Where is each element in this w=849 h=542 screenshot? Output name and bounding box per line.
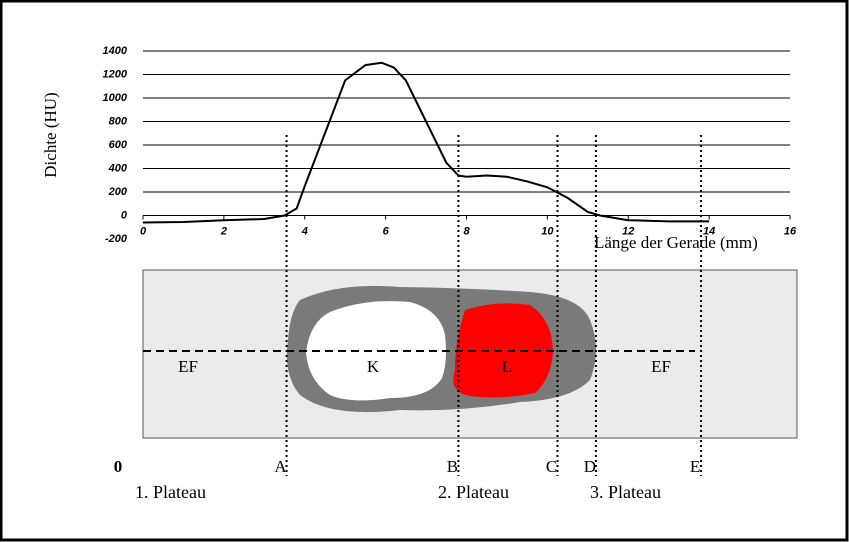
plateau-label: 1. Plateau xyxy=(135,482,206,502)
x-tick-label: 0 xyxy=(140,225,147,237)
y-tick-label: 400 xyxy=(108,162,128,174)
y-tick-label: 600 xyxy=(109,139,128,151)
x-tick-label: 10 xyxy=(541,225,554,237)
x-tick-label: 2 xyxy=(220,225,227,237)
x-tick-label: 16 xyxy=(784,225,797,237)
y-tick-label: 200 xyxy=(108,186,128,198)
x-tick-label: 6 xyxy=(383,225,390,237)
region-label: K xyxy=(367,357,380,376)
marker-label: C xyxy=(546,457,557,476)
x-tick-label: 4 xyxy=(301,225,308,237)
y-tick-label: 0 xyxy=(121,209,128,221)
y-tick-label: 800 xyxy=(109,115,128,127)
x-tick-label: 14 xyxy=(703,225,715,237)
plateau-label: 3. Plateau xyxy=(590,482,661,502)
region-label: EF xyxy=(178,357,198,376)
y-tick-label: 1200 xyxy=(103,68,128,80)
marker-label: D xyxy=(584,457,596,476)
y-tick-label: -200 xyxy=(105,233,128,245)
chart: EF K L EF 0 1. Plateau 2. Plateau 3. Pla… xyxy=(0,0,849,542)
marker-label: E xyxy=(690,457,700,476)
plateau-label: 2. Plateau xyxy=(438,482,509,502)
page: EF K L EF 0 1. Plateau 2. Plateau 3. Pla… xyxy=(0,0,849,542)
y-tick-label: 1400 xyxy=(103,45,128,57)
region-label: EF xyxy=(651,357,671,376)
region-label: L xyxy=(502,357,512,376)
y-axis-label: Dichte (HU) xyxy=(41,92,60,177)
x-tick-label: 12 xyxy=(622,225,634,237)
origin-label: 0 xyxy=(114,457,123,476)
marker-label: A xyxy=(274,457,287,476)
y-tick-label: 1000 xyxy=(103,92,128,104)
x-tick-label: 8 xyxy=(463,225,470,237)
marker-label: B xyxy=(447,457,458,476)
x-axis-label: Länge der Gerade (mm) xyxy=(594,233,758,252)
